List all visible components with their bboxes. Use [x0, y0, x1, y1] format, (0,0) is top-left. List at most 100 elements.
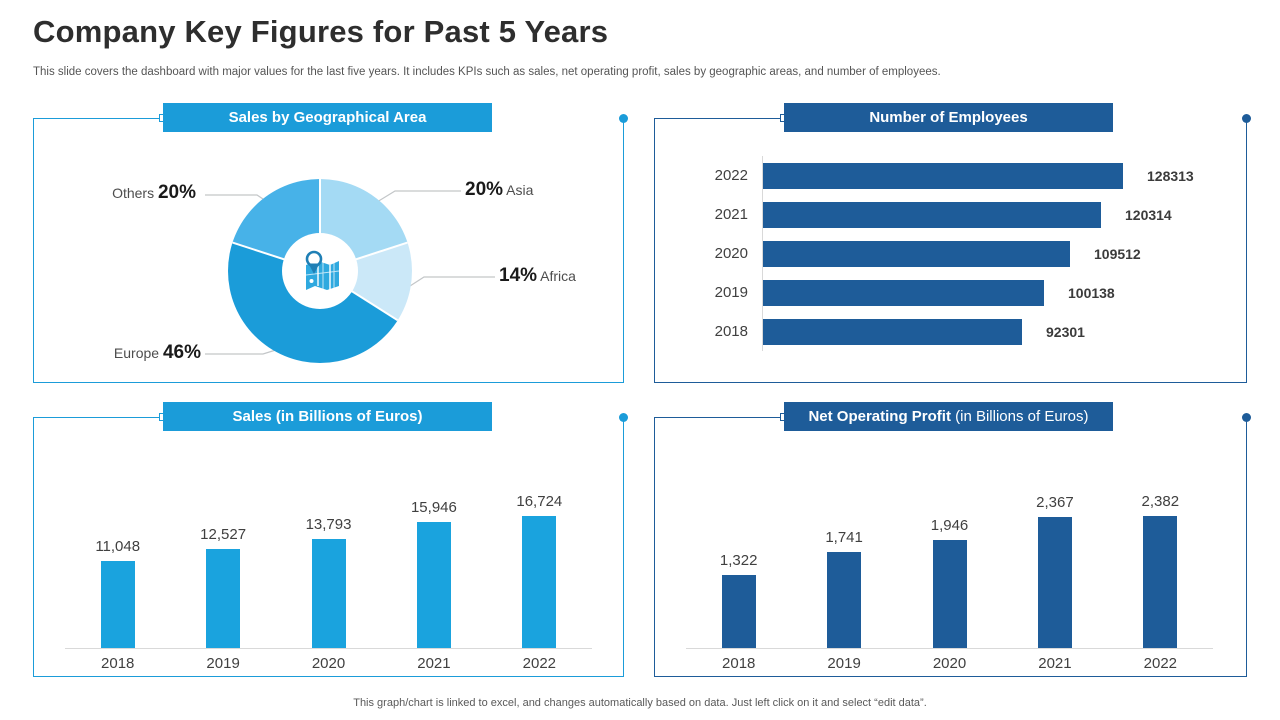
- employees-row: 2020 109512: [654, 234, 1247, 273]
- x-axis-labels: 2018 2019 2020 2021 2022: [65, 655, 592, 672]
- panel-border-left: [654, 118, 655, 383]
- pie-label-africa: 14% Africa: [499, 265, 576, 287]
- panel-title: Number of Employees: [869, 109, 1028, 126]
- slice-percent: 20%: [465, 179, 504, 200]
- slice-divider: [319, 179, 321, 271]
- category-label: 2019: [714, 284, 748, 301]
- bar-track: 100138: [762, 273, 1247, 312]
- pie-label-asia: 20% Asia: [465, 179, 533, 201]
- employees-row: 2021 120314: [654, 195, 1247, 234]
- slice-name: Asia: [506, 182, 534, 198]
- bar-column: 2,367: [1002, 494, 1107, 648]
- panel-banner: Number of Employees: [784, 103, 1113, 132]
- panel-title-bold: Net Operating Profit: [808, 408, 951, 425]
- value-label: 109512: [1094, 245, 1141, 262]
- panel-border-bottom: [33, 676, 624, 677]
- category-label: 2018: [714, 323, 748, 340]
- panel-border-right: [623, 419, 624, 677]
- category-label: 2021: [417, 655, 451, 672]
- bars: 1,322 1,741 1,946 2,367 2,382: [686, 417, 1213, 648]
- value-label: 92301: [1046, 323, 1085, 340]
- employees-chart[interactable]: 2022 128313 2021 120314 2020 109512 2019 100138…: [654, 156, 1247, 351]
- bar-track: 128313: [762, 156, 1247, 195]
- bar-column: 13,793: [276, 516, 381, 648]
- panel-sales-by-geo: Sales by Geographical Area: [33, 103, 628, 383]
- panel-border-bottom: [33, 382, 624, 383]
- panel-border-left: [33, 417, 34, 677]
- sales-chart[interactable]: 11,048 12,527 13,793 15,946 16,724 2018 2019 20…: [33, 417, 624, 677]
- bar: [763, 162, 1123, 189]
- bar-track: 120314: [762, 195, 1247, 234]
- bar: [763, 201, 1101, 228]
- category-label: 2021: [1038, 655, 1072, 672]
- panel-banner: Net Operating Profit (in Billions of Eur…: [784, 402, 1113, 431]
- value-label: 100138: [1068, 284, 1115, 301]
- category-label: 2018: [101, 655, 135, 672]
- panel-border-top: [654, 417, 781, 418]
- bar-column: 15,946: [381, 499, 486, 648]
- bar-column: 1,741: [791, 529, 896, 648]
- slice-percent: 46%: [162, 342, 201, 363]
- value-label: 13,793: [305, 516, 352, 533]
- bar-column: 11,048: [65, 538, 170, 648]
- pie-label-others: Others 20%: [112, 182, 196, 204]
- category-label: 2019: [827, 655, 861, 672]
- profit-chart[interactable]: 1,322 1,741 1,946 2,367 2,382 2018 2019 2020 202…: [654, 417, 1247, 677]
- panel-border-right: [623, 120, 624, 383]
- x-axis-labels: 2018 2019 2020 2021 2022: [686, 655, 1213, 672]
- value-label: 2,382: [1141, 493, 1180, 510]
- donut-hole: [282, 233, 358, 309]
- category-label: 2019: [206, 655, 240, 672]
- value-label: 15,946: [410, 499, 457, 516]
- page-title: Company Key Figures for Past 5 Years: [33, 14, 609, 49]
- panel-border-bottom: [654, 676, 1247, 677]
- bar: [206, 549, 241, 648]
- value-label: 1,322: [719, 552, 758, 569]
- bar: [416, 522, 451, 648]
- value-label: 1,946: [930, 517, 969, 534]
- corner-dot: [619, 114, 628, 123]
- employees-row: 2018 92301: [654, 312, 1247, 351]
- panel-border-right: [1246, 120, 1247, 383]
- panel-border-bottom: [654, 382, 1247, 383]
- geo-pie-chart[interactable]: Others 20% 20% Asia 14% Africa Europe 46…: [33, 118, 624, 383]
- bar: [763, 318, 1022, 345]
- bar: [522, 516, 557, 648]
- slice-percent: 14%: [499, 265, 538, 286]
- panel-sales: Sales (in Billions of Euros) 11,048 12,52…: [33, 402, 628, 677]
- category-label: 2022: [522, 655, 557, 672]
- map-location-icon: [305, 250, 340, 290]
- bar: [763, 279, 1044, 306]
- category-label: 2020: [932, 655, 967, 672]
- x-axis-line: [686, 648, 1213, 649]
- footer-note: This graph/chart is linked to excel, and…: [353, 697, 927, 709]
- slice-name: Africa: [540, 268, 576, 284]
- value-label: 16,724: [516, 493, 563, 510]
- bar: [311, 539, 346, 648]
- slice-percent: 20%: [157, 182, 196, 203]
- slice-name: Others: [112, 185, 155, 201]
- category-label: 2022: [1143, 655, 1178, 672]
- value-label: 128313: [1147, 167, 1194, 184]
- panel-banner: Sales by Geographical Area: [163, 103, 492, 132]
- bars: 11,048 12,527 13,793 15,946 16,724: [65, 417, 592, 648]
- category-label: 2018: [722, 655, 756, 672]
- bar-column: 1,946: [897, 517, 1002, 648]
- value-label: 12,527: [200, 526, 247, 543]
- category-label: 2020: [311, 655, 346, 672]
- value-label: 120314: [1125, 206, 1172, 223]
- corner-dot: [1242, 413, 1251, 422]
- x-axis-line: [65, 648, 592, 649]
- page-subtitle: This slide covers the dashboard with maj…: [33, 66, 941, 78]
- employees-row: 2022 128313: [654, 156, 1247, 195]
- bar: [1143, 516, 1178, 648]
- bar: [1037, 517, 1072, 648]
- bar: [100, 561, 135, 648]
- panel-border-top: [654, 118, 781, 119]
- panel-profit: Net Operating Profit (in Billions of Eur…: [654, 402, 1251, 677]
- category-label: 2021: [714, 206, 748, 223]
- bar-track: 92301: [762, 312, 1247, 351]
- panel-title: Sales by Geographical Area: [228, 109, 427, 126]
- bar-column: 12,527: [170, 526, 275, 648]
